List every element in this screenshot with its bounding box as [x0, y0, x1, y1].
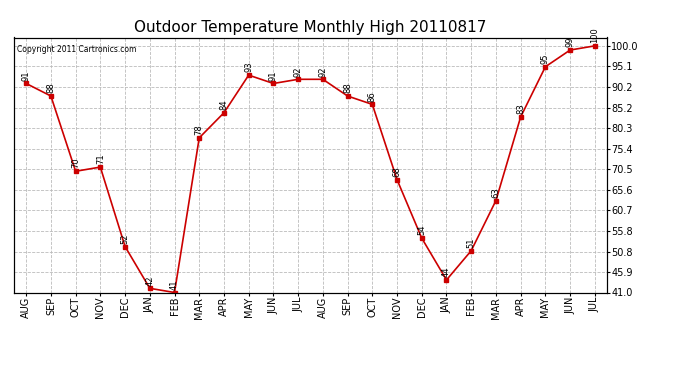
Text: 54: 54	[417, 225, 426, 236]
Text: 71: 71	[96, 154, 105, 164]
Text: 63: 63	[491, 187, 500, 198]
Text: 99: 99	[566, 37, 575, 47]
Title: Outdoor Temperature Monthly High 20110817: Outdoor Temperature Monthly High 2011081…	[135, 20, 486, 35]
Text: 92: 92	[294, 66, 303, 76]
Text: 68: 68	[393, 166, 402, 177]
Text: 92: 92	[318, 66, 327, 76]
Text: 51: 51	[466, 237, 475, 248]
Text: 93: 93	[244, 62, 253, 72]
Text: 52: 52	[121, 233, 130, 244]
Text: 70: 70	[71, 158, 80, 168]
Text: 78: 78	[195, 124, 204, 135]
Text: 95: 95	[541, 54, 550, 64]
Text: 91: 91	[21, 70, 30, 81]
Text: 44: 44	[442, 267, 451, 277]
Text: 84: 84	[219, 99, 228, 110]
Text: 41: 41	[170, 279, 179, 290]
Text: 86: 86	[368, 91, 377, 102]
Text: 88: 88	[343, 82, 352, 93]
Text: 88: 88	[46, 82, 55, 93]
Text: Copyright 2011 Cartronics.com: Copyright 2011 Cartronics.com	[17, 45, 136, 54]
Text: 42: 42	[146, 275, 155, 285]
Text: 83: 83	[516, 104, 525, 114]
Text: 91: 91	[269, 70, 278, 81]
Text: 100: 100	[591, 27, 600, 43]
